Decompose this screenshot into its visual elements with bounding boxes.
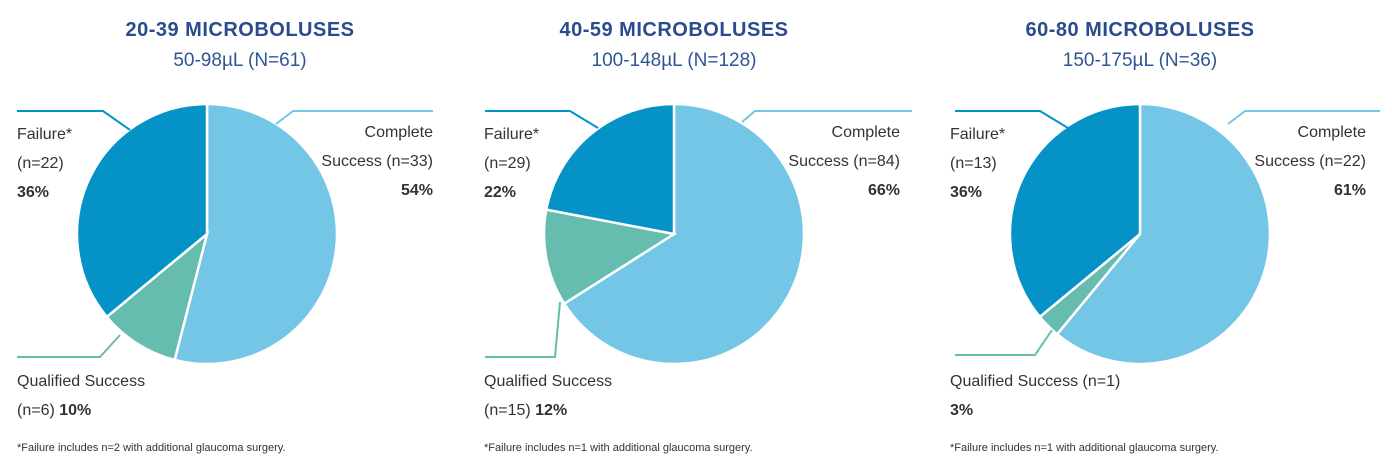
leader-line [485, 110, 599, 129]
slice-label: Complete Success (n=84) 66% [782, 118, 900, 205]
pie-slice [105, 230, 210, 362]
leader-line [485, 301, 561, 358]
pie-slice [562, 102, 806, 366]
leader-line [955, 329, 1053, 356]
value-label: 12% [535, 402, 568, 419]
category-label: Failure* (n=29) [484, 126, 540, 172]
chart-subtitle: 100-148µL (N=128) [591, 50, 757, 71]
pie-slice [75, 102, 209, 319]
pie-slice [1055, 102, 1272, 366]
leader-line [955, 110, 1069, 129]
footnote: *Failure includes n=1 with additional gl… [484, 442, 753, 454]
leader-line [275, 110, 433, 125]
category-label: Qualified Success (n=15) [484, 373, 613, 419]
footnote: *Failure includes n=1 with additional gl… [950, 442, 1219, 454]
slice-label: Failure* (n=22) 36% [17, 120, 89, 207]
category-label: Complete Success (n=22) [1254, 124, 1366, 170]
slice-label: Qualified Success (n=15) 12% [484, 367, 634, 425]
chart-title: 40-59 MICROBOLUSES [559, 19, 789, 41]
value-label: 3% [950, 402, 974, 419]
chart-subtitle: 150-175µL (N=36) [1062, 50, 1218, 71]
category-label: Failure* (n=22) [17, 126, 73, 172]
category-label: Qualified Success (n=1) [950, 373, 1121, 390]
pie-slice [1008, 102, 1142, 319]
value-label: 61% [1333, 182, 1366, 199]
footnote: *Failure includes n=2 with additional gl… [17, 442, 286, 454]
leader-line [1227, 110, 1380, 125]
chart-subtitle: 50-98µL (N=61) [173, 50, 307, 71]
slice-label: Failure* (n=29) 22% [484, 120, 556, 207]
pie-slice [544, 102, 676, 236]
chart-title: 60-80 MICROBOLUSES [1025, 19, 1255, 41]
value-label: 10% [59, 402, 92, 419]
slice-label: Complete Success (n=33) 54% [315, 118, 433, 205]
category-label: Failure* (n=13) [950, 126, 1006, 172]
slice-label: Qualified Success (n=6) 10% [17, 367, 167, 425]
slice-label: Failure* (n=13) 36% [950, 120, 1022, 207]
leader-line [741, 110, 912, 123]
value-label: 66% [867, 182, 900, 199]
value-label: 36% [950, 184, 983, 201]
slice-label: Qualified Success (n=1) 3% [950, 367, 1140, 425]
value-label: 22% [484, 184, 517, 201]
category-label: Complete Success (n=33) [321, 124, 433, 170]
leader-line [17, 110, 131, 131]
pie-slice [173, 102, 339, 366]
category-label: Qualified Success (n=6) [17, 373, 146, 419]
leader-line [17, 334, 121, 358]
value-label: 36% [17, 184, 50, 201]
slice-label: Complete Success (n=22) 61% [1248, 118, 1366, 205]
chart-title: 20-39 MICROBOLUSES [125, 19, 355, 41]
value-label: 54% [400, 182, 433, 199]
category-label: Complete Success (n=84) [788, 124, 900, 170]
pie-slice [542, 208, 678, 306]
